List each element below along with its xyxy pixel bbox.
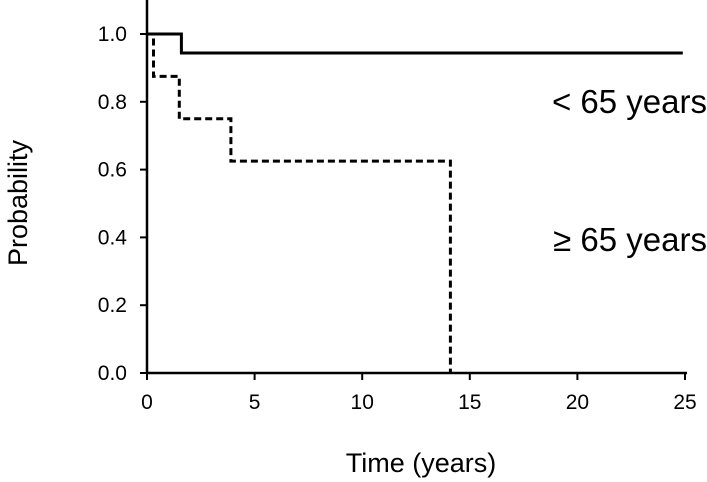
series-layer <box>147 32 683 373</box>
y-tick-label: 0.4 <box>98 226 128 249</box>
plot-area: 0 5 10 15 20 25 0.0 0.2 0.4 0.6 0.8 1.0 <box>98 0 697 414</box>
x-tick-label: 15 <box>458 391 481 414</box>
x-tick-label: 5 <box>249 391 261 414</box>
y-tick-label: 0.0 <box>98 362 127 385</box>
x-tick-label: 20 <box>566 391 589 414</box>
x-ticks: 0 5 10 15 20 25 <box>141 373 697 414</box>
y-tick-label: 0.6 <box>98 159 127 182</box>
x-tick-label: 10 <box>351 391 374 414</box>
series-label-under-65: < 65 years <box>552 83 707 120</box>
y-tick-label: 0.8 <box>98 91 127 114</box>
series-line-under-65 <box>147 32 683 55</box>
x-tick-label: 25 <box>673 391 696 414</box>
x-axis-title: Time (years) <box>346 448 497 478</box>
x-tick-label: 0 <box>141 391 153 414</box>
series-label-65-plus: ≥ 65 years <box>553 221 707 258</box>
y-tick-label: 0.2 <box>98 294 127 317</box>
y-tick-label: 1.0 <box>98 23 127 46</box>
y-axis-title: Probability <box>3 139 33 266</box>
series-line-65-plus <box>147 32 452 373</box>
y-ticks: 0.0 0.2 0.4 0.6 0.8 1.0 <box>98 23 147 385</box>
